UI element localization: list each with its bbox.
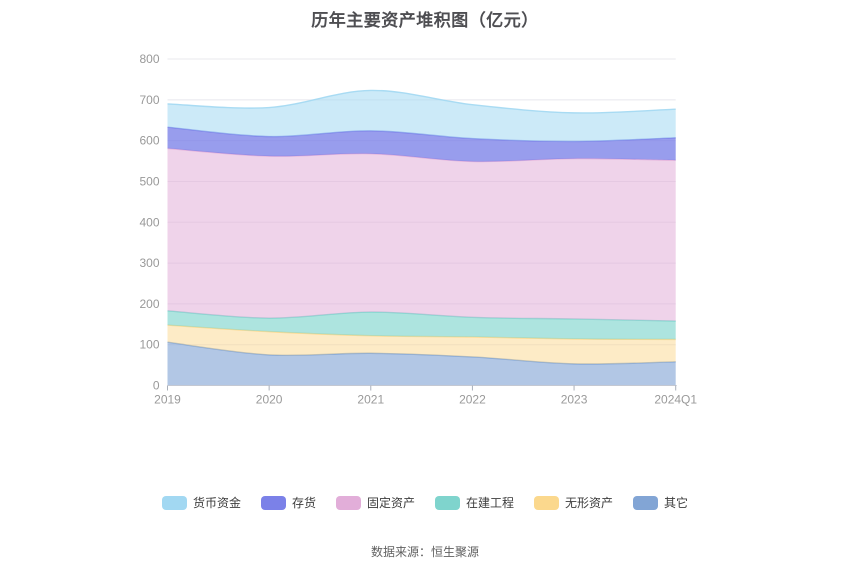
y-tick-label: 600 <box>139 134 159 148</box>
y-tick-label: 100 <box>139 338 159 352</box>
x-tick-label: 2022 <box>459 393 486 407</box>
y-tick-label: 200 <box>139 297 159 311</box>
area-intangible-assets <box>167 325 676 365</box>
y-tick-label: 700 <box>139 93 159 107</box>
legend: 货币资金 存货 固定资产 在建工程 无形资产 其它 <box>0 496 850 510</box>
legend-item-fixed-assets[interactable]: 固定资产 <box>335 496 415 510</box>
area-money-funds <box>167 90 676 142</box>
legend-label: 其它 <box>664 496 689 510</box>
x-tick-label: 2020 <box>256 393 283 407</box>
legend-label: 货币资金 <box>192 496 241 510</box>
legend-label: 存货 <box>291 496 316 510</box>
y-tick-label: 300 <box>139 256 159 270</box>
legend-swatch-money-funds <box>161 496 187 510</box>
stacked-area-chart: 2019 2020 2021 2022 2023 2024Q1 0 100 200 300 400 5… <box>139 52 697 407</box>
legend-item-other[interactable]: 其它 <box>633 496 688 510</box>
x-tick-label: 2024Q1 <box>654 393 697 407</box>
legend-label: 在建工程 <box>466 496 515 510</box>
legend-label: 固定资产 <box>366 496 415 510</box>
legend-swatch-intangible-assets <box>534 496 560 510</box>
area-inventory <box>167 127 676 162</box>
area-construction-in-progress <box>167 310 676 340</box>
legend-item-construction-in-progress[interactable]: 在建工程 <box>435 496 514 510</box>
y-tick-label: 400 <box>139 215 159 229</box>
y-tick-label: 800 <box>139 52 159 66</box>
legend-item-inventory[interactable]: 存货 <box>260 496 316 510</box>
x-tick-label: 2019 <box>154 393 181 407</box>
legend-swatch-other <box>633 496 659 510</box>
line-money-funds <box>167 89 676 114</box>
page-title: 历年主要资产堆积图（亿元） <box>311 11 539 30</box>
area-other <box>167 342 676 386</box>
y-tick-label: 500 <box>139 174 159 188</box>
y-tick-label: 0 <box>153 379 160 393</box>
legend-item-intangible-assets[interactable]: 无形资产 <box>534 496 613 510</box>
legend-item-money-funds[interactable]: 货币资金 <box>161 496 241 510</box>
legend-swatch-inventory <box>260 496 286 510</box>
x-tick-label: 2021 <box>357 393 384 407</box>
data-source-label: 数据来源：恒生聚源 <box>370 545 479 559</box>
x-tick-label: 2023 <box>561 393 588 407</box>
area-fixed-assets <box>167 148 676 322</box>
legend-swatch-fixed-assets <box>335 496 361 510</box>
legend-label: 无形资产 <box>565 496 614 510</box>
legend-swatch-construction-in-progress <box>435 496 460 510</box>
